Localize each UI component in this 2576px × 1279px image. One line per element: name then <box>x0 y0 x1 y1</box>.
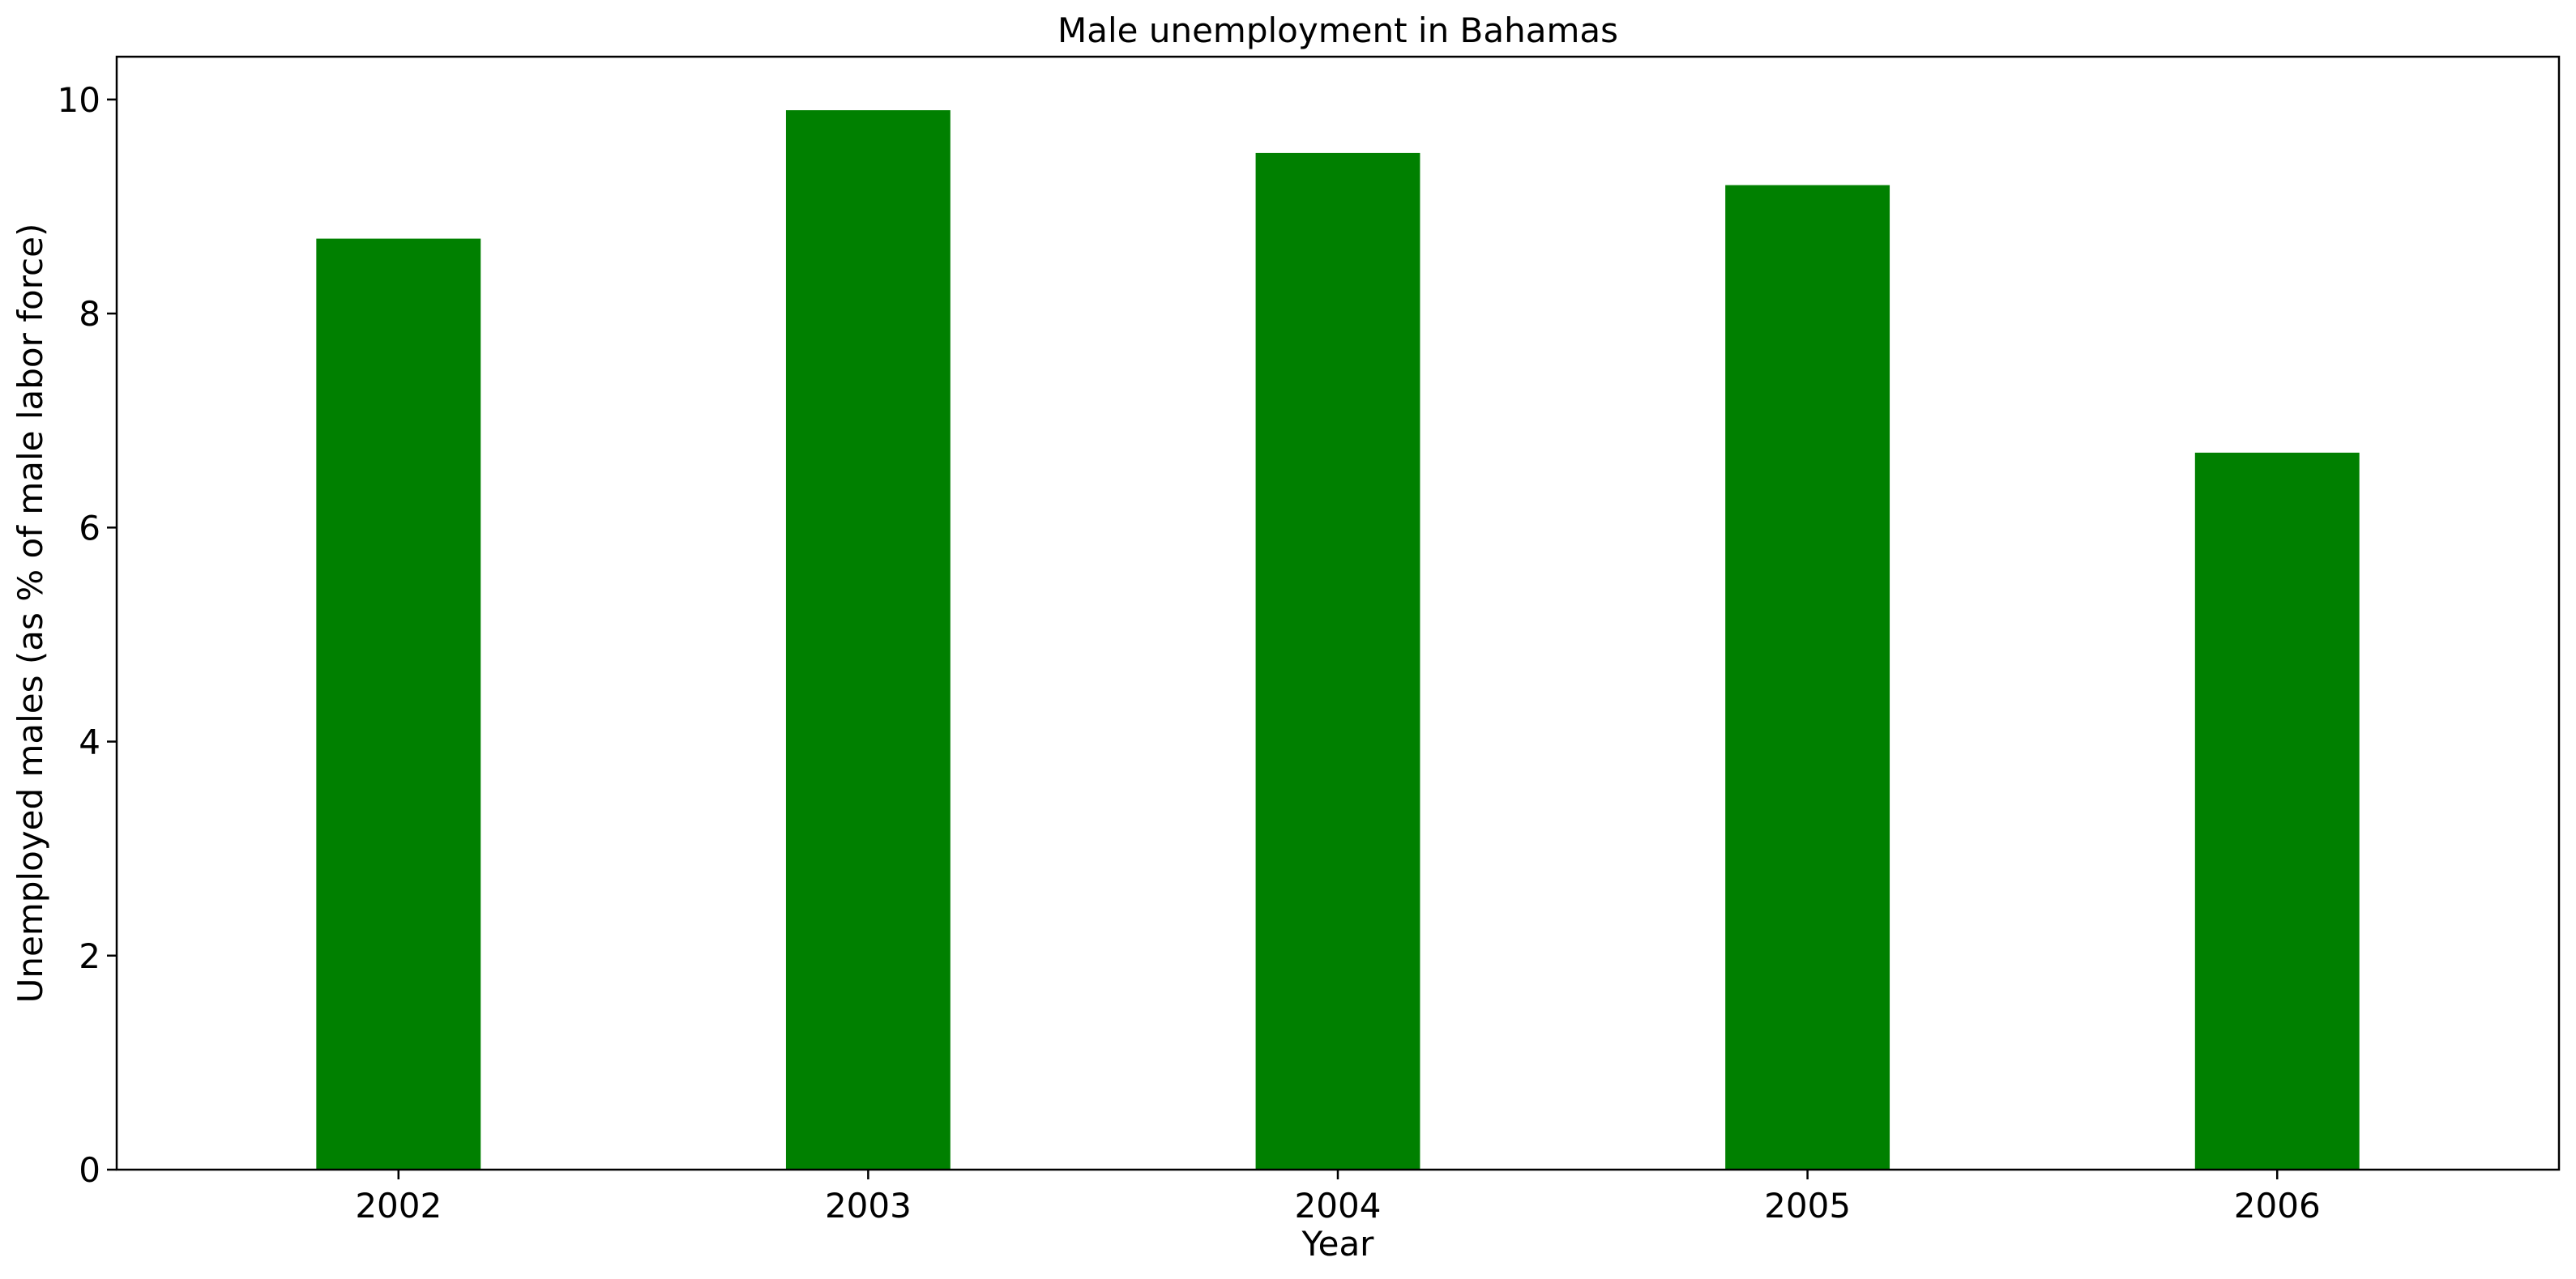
x-tick-label: 2003 <box>825 1186 912 1226</box>
bar-2006 <box>2194 452 2360 1170</box>
x-tick-label: 2002 <box>355 1186 442 1226</box>
y-tick-label: 2 <box>79 936 100 976</box>
y-axis-label: Unemployed males (as % of male labor for… <box>11 224 50 1004</box>
chart-title: Male unemployment in Bahamas <box>1057 11 1618 50</box>
bar-2002 <box>316 238 481 1170</box>
y-tick-label: 4 <box>79 723 100 762</box>
y-axis-ticks: 0 2 4 6 8 10 <box>58 80 117 1190</box>
y-tick-label: 10 <box>58 80 100 120</box>
bars-group <box>316 110 2360 1170</box>
x-tick-label: 2006 <box>2234 1186 2321 1226</box>
y-tick-label: 6 <box>79 508 100 548</box>
x-axis-label: Year <box>1301 1224 1375 1264</box>
x-tick-label: 2004 <box>1295 1186 1382 1226</box>
x-tick-label: 2005 <box>1764 1186 1851 1226</box>
y-tick-label: 8 <box>79 294 100 334</box>
y-tick-label: 0 <box>79 1150 100 1190</box>
bar-2004 <box>1255 152 1420 1170</box>
bar-2005 <box>1725 185 1890 1170</box>
x-axis-ticks: 2002 2003 2004 2005 2006 <box>355 1170 2321 1226</box>
bar-2003 <box>785 110 951 1170</box>
